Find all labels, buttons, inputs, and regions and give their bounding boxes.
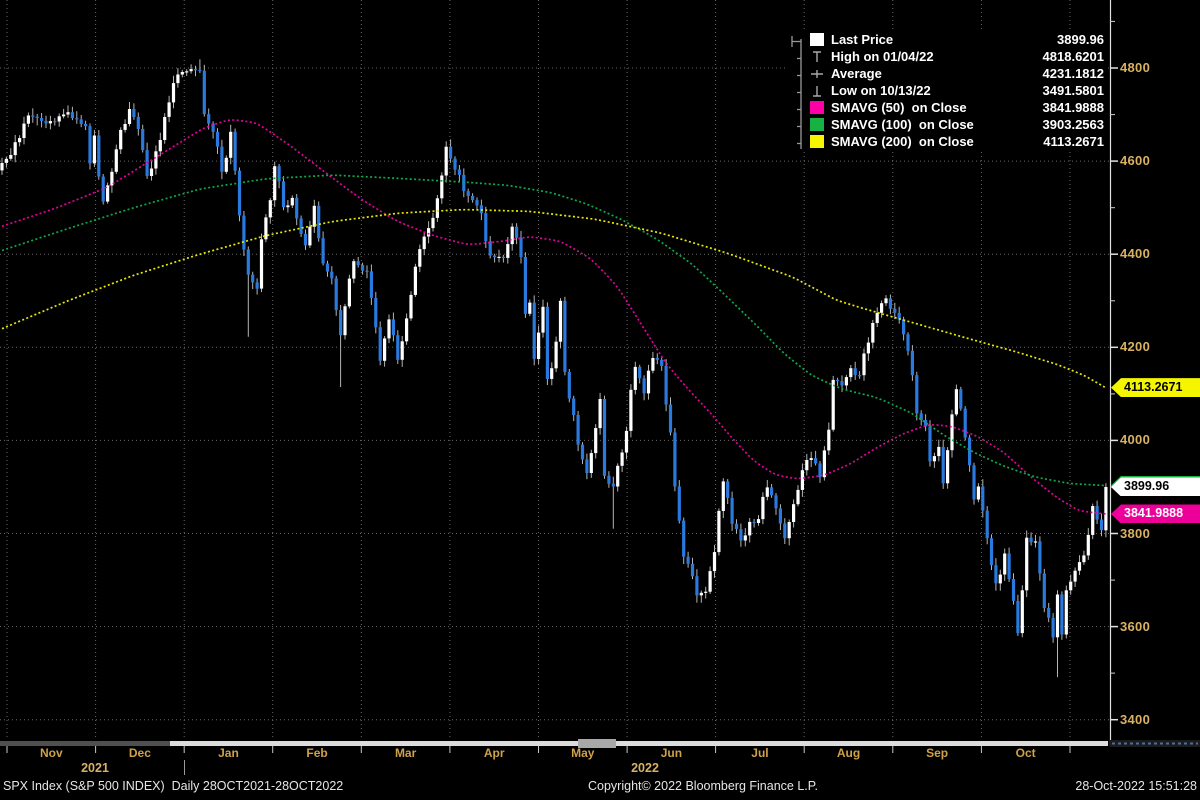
x-scrollbar-track-history[interactable] bbox=[0, 741, 170, 746]
x-axis-month-label: May bbox=[571, 746, 595, 760]
legend-label: SMAVG (100) on Close bbox=[831, 117, 974, 132]
range-label: Daily 28OCT2021-28OCT2022 bbox=[171, 779, 344, 793]
low-marker-icon bbox=[810, 84, 824, 97]
y-axis-label: 4400 bbox=[1120, 246, 1151, 262]
y-axis-label: 4000 bbox=[1120, 432, 1151, 448]
legend-drag-handle[interactable] bbox=[790, 33, 806, 153]
legend-value: 3899.96 bbox=[1057, 32, 1104, 47]
y-axis-label: 4600 bbox=[1120, 153, 1151, 169]
legend-label: Low on 10/13/22 bbox=[831, 83, 931, 98]
smavg-100-swatch bbox=[810, 118, 824, 131]
x-axis-month-label: Feb bbox=[306, 746, 328, 760]
legend-row-last-price[interactable]: Last Price 3899.96 bbox=[786, 31, 1108, 48]
y-axis-label: 3800 bbox=[1120, 525, 1151, 541]
y-axis-label: 3600 bbox=[1120, 618, 1151, 634]
sma200-price-tag: 4113.2671 bbox=[1111, 378, 1200, 398]
sma200-line bbox=[1, 208, 1107, 389]
status-bar: SPX Index (S&P 500 INDEX) Daily 28OCT202… bbox=[0, 779, 1200, 799]
sma50-line bbox=[1, 119, 1106, 515]
legend-label: Last Price bbox=[831, 32, 894, 47]
smavg-200-swatch bbox=[810, 135, 824, 148]
legend-row-low[interactable]: Low on 10/13/22 3491.5801 bbox=[786, 82, 1108, 99]
y-axis-label: 3400 bbox=[1120, 711, 1151, 727]
y-axis-label: 4200 bbox=[1120, 339, 1151, 355]
x-axis-year-label: 2022 bbox=[631, 761, 659, 775]
candle-wicks bbox=[1, 59, 1107, 678]
legend-row-average[interactable]: Average 4231.1812 bbox=[786, 65, 1108, 82]
symbol-label: SPX Index (S&P 500 INDEX) bbox=[3, 779, 165, 793]
last-price-swatch bbox=[810, 33, 824, 46]
legend-value: 4113.2671 bbox=[1043, 134, 1104, 149]
high-marker-icon bbox=[810, 50, 824, 63]
legend-label: High on 01/04/22 bbox=[831, 49, 934, 64]
chart-description: SPX Index (S&P 500 INDEX) Daily 28OCT202… bbox=[3, 779, 343, 793]
x-scrollbar-handle[interactable] bbox=[578, 739, 616, 748]
legend-label: SMAVG (200) on Close bbox=[831, 134, 974, 149]
x-axis-month-label: Sep bbox=[926, 746, 949, 760]
legend-row-high[interactable]: High on 01/04/22 4818.6201 bbox=[786, 48, 1108, 65]
y-axis-label: 4800 bbox=[1120, 60, 1151, 75]
year-divider bbox=[184, 760, 185, 775]
sma100-line bbox=[1, 174, 1106, 487]
legend-value: 3903.2563 bbox=[1042, 117, 1104, 132]
sma50-price-tag: 3841.9888 bbox=[1111, 504, 1200, 524]
legend-row-smavg-50[interactable]: SMAVG (50) on Close 3841.9888 bbox=[786, 99, 1108, 116]
x-axis-month-label: Oct bbox=[1015, 746, 1036, 760]
x-axis-month-label: Aug bbox=[836, 746, 861, 760]
legend-value: 4231.1812 bbox=[1042, 66, 1104, 81]
x-scrollbar-track[interactable] bbox=[170, 741, 1108, 746]
legend-value: 3491.5801 bbox=[1042, 83, 1104, 98]
copyright-label: Copyright© 2022 Bloomberg Finance L.P. bbox=[588, 779, 818, 793]
x-axis-month-label: Jan bbox=[218, 746, 239, 760]
legend-label: SMAVG (50) on Close bbox=[831, 100, 967, 115]
smavg-50-swatch bbox=[810, 101, 824, 114]
average-marker-icon bbox=[810, 67, 824, 80]
x-axis-month-label: Apr bbox=[483, 746, 505, 760]
legend-value: 3841.9888 bbox=[1042, 100, 1104, 115]
last-price-tag: 3899.96 bbox=[1111, 477, 1200, 497]
axes bbox=[0, 0, 1200, 753]
x-axis-month-label: Jul bbox=[751, 746, 769, 760]
x-axis-month-label: Mar bbox=[394, 746, 417, 760]
chart-legend: Last Price 3899.96 High on 01/04/22 4818.62… bbox=[786, 31, 1108, 150]
legend-label: Average bbox=[831, 66, 882, 81]
x-axis-year-label: 2021 bbox=[81, 761, 109, 775]
x-axis-month-label: Nov bbox=[39, 746, 63, 760]
legend-row-smavg-200[interactable]: SMAVG (200) on Close 4113.2671 bbox=[786, 133, 1108, 150]
timestamp-label: 28-Oct-2022 15:51:28 bbox=[1075, 779, 1197, 793]
legend-value: 4818.6201 bbox=[1042, 49, 1104, 64]
x-axis-month-label: Dec bbox=[128, 746, 151, 760]
legend-row-smavg-100[interactable]: SMAVG (100) on Close 3903.2563 bbox=[786, 116, 1108, 133]
gridlines bbox=[0, 0, 1110, 740]
candles bbox=[0, 69, 1108, 638]
x-axis-month-label: Jun bbox=[660, 746, 683, 760]
